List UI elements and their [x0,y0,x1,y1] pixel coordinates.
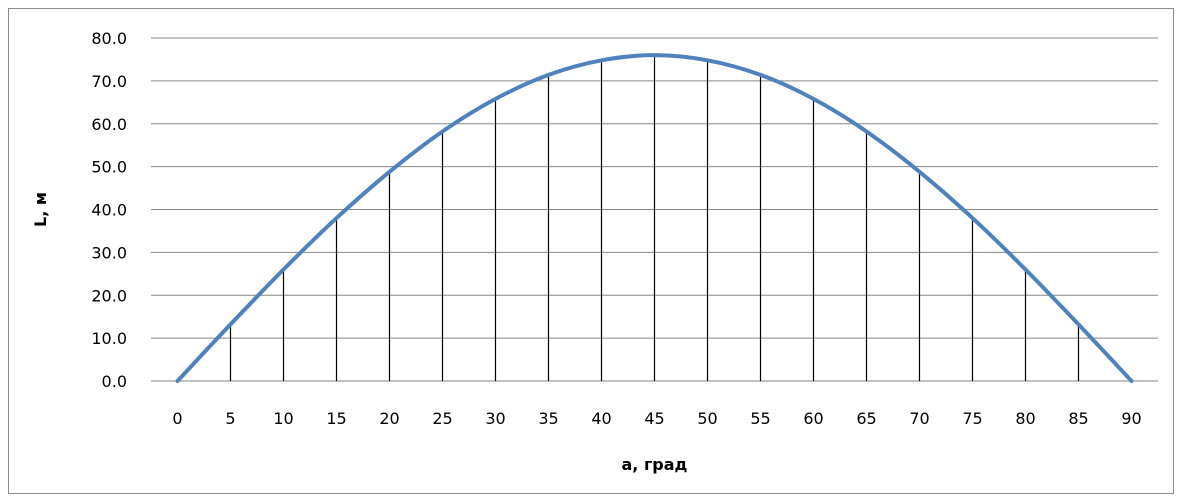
x-tick-label: 30 [485,409,505,428]
y-axis-title: L, м [31,192,50,227]
x-tick-label: 70 [909,409,929,428]
x-tick-label: 40 [591,409,611,428]
x-tick-label: 90 [1121,409,1141,428]
x-axis-title: a, град [622,455,688,474]
x-tick-label: 60 [803,409,823,428]
y-tick-label: 50.0 [91,158,127,177]
x-tick-label: 10 [273,409,293,428]
x-tick-label: 25 [432,409,452,428]
series-line [175,53,1134,383]
x-tick-label: 20 [379,409,399,428]
x-tick-label: 75 [962,409,982,428]
x-tick-label: 5 [225,409,235,428]
y-tick-label: 40.0 [91,201,127,220]
y-tick-label: 80.0 [91,29,127,48]
y-tick-label: 30.0 [91,243,127,262]
y-tick-label: 20.0 [91,286,127,305]
drop-lines [229,55,1080,381]
x-tick-label: 15 [326,409,346,428]
x-tick-label: 55 [750,409,770,428]
x-tick-label: 65 [856,409,876,428]
x-axis-ticks: 0 5 10 15 20 25 30 35 40 45 50 55 60 65 70 75 80 85 90 [172,409,1141,428]
x-tick-label: 80 [1015,409,1035,428]
x-tick-label: 45 [644,409,664,428]
y-tick-label: 60.0 [91,115,127,134]
x-tick-label: 0 [172,409,182,428]
y-axis-ticks: 0.0 10.0 20.0 30.0 40.0 50.0 60.0 70.0 80.0 [91,29,127,391]
y-tick-label: 10.0 [91,329,127,348]
x-tick-label: 35 [538,409,558,428]
y-tick-label: 70.0 [91,72,127,91]
y-tick-label: 0.0 [102,372,127,391]
x-tick-label: 50 [697,409,717,428]
series-layer [175,53,1134,383]
x-tick-label: 85 [1068,409,1088,428]
chart-area [8,8,1174,494]
